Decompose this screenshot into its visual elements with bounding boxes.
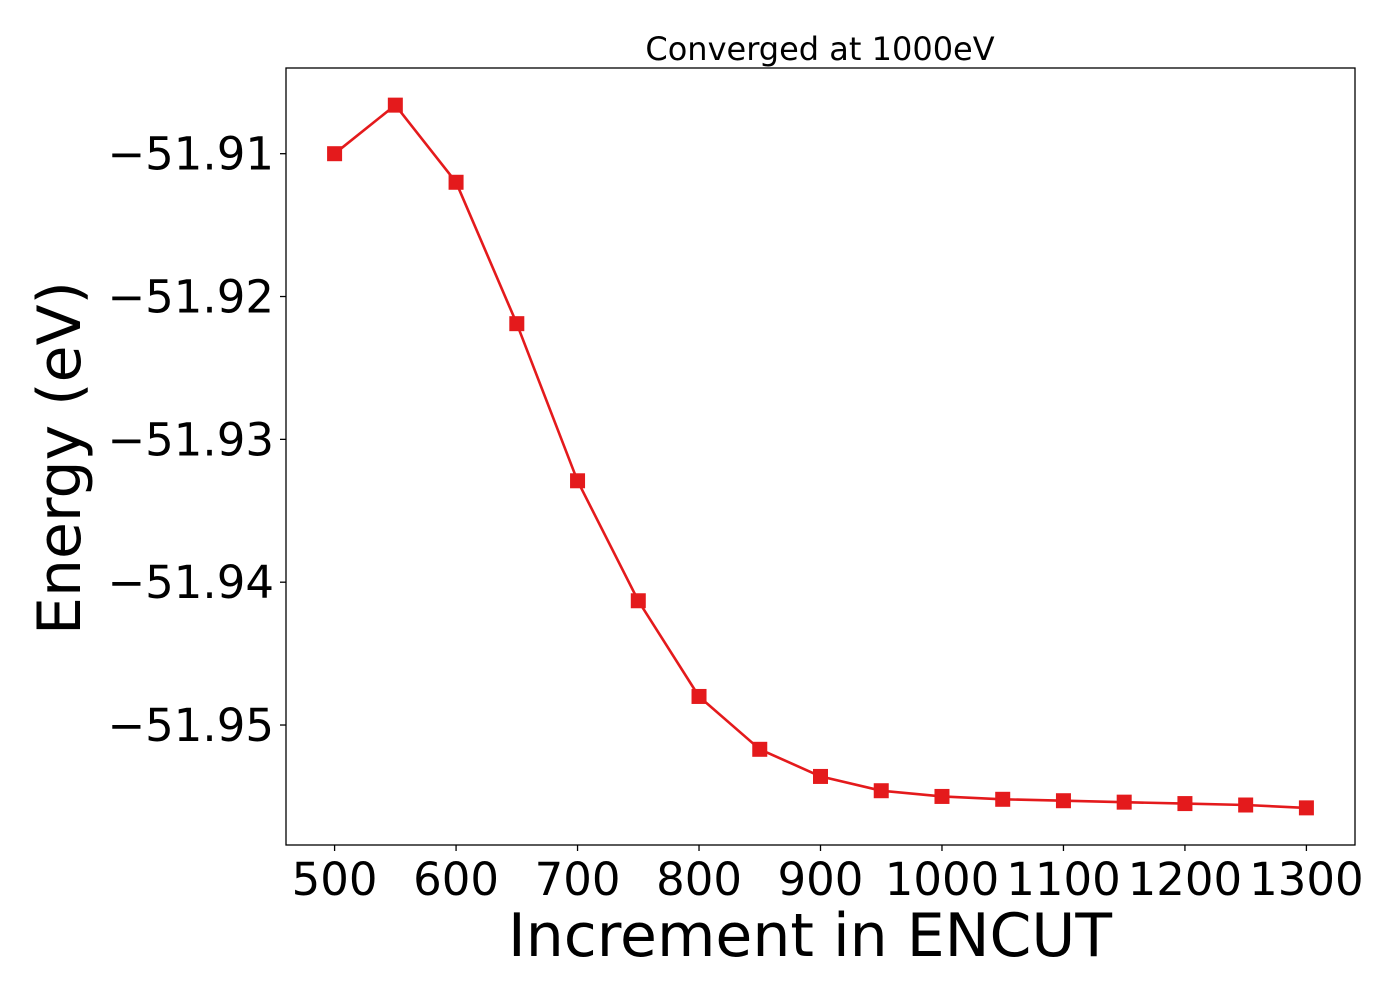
data-point-marker: [327, 146, 343, 162]
x-tick-label: 500: [292, 853, 378, 906]
y-axis-ticks: −51.91 −51.92 −51.93 −51.94 −51.95: [107, 128, 286, 752]
data-point-marker: [570, 473, 586, 489]
x-tick-label: 1200: [1128, 853, 1243, 906]
x-tick-label: 900: [778, 853, 864, 906]
x-tick-label: 600: [413, 853, 499, 906]
x-tick-label: 1000: [885, 853, 1000, 906]
x-tick-label: 700: [535, 853, 621, 906]
y-tick-label: −51.95: [107, 699, 274, 752]
data-point-marker: [509, 316, 525, 332]
chart-title: Converged at 1000eV: [645, 30, 994, 68]
data-point-marker: [691, 688, 707, 704]
y-tick-label: −51.91: [107, 128, 274, 181]
x-axis-ticks: 500 600 700 800 900 1000 1100 1200 1300: [292, 845, 1364, 906]
y-axis-label: Energy (eV): [25, 281, 95, 635]
data-point-marker: [995, 791, 1011, 807]
y-tick-label: −51.93: [107, 413, 274, 466]
y-tick-label: −51.94: [107, 556, 274, 609]
x-axis-label: Increment in ENCUT: [508, 901, 1112, 971]
plot-area: [327, 97, 1314, 816]
data-point-marker: [1055, 793, 1071, 809]
data-point-marker: [1177, 796, 1193, 812]
x-tick-label: 1100: [1006, 853, 1121, 906]
data-point-marker: [1298, 800, 1314, 816]
data-point-marker: [630, 593, 646, 609]
data-point-marker: [1238, 797, 1254, 813]
x-tick-label: 1300: [1249, 853, 1364, 906]
data-point-marker: [752, 741, 768, 757]
data-point-marker: [813, 768, 828, 784]
y-tick-label: −51.92: [107, 271, 274, 324]
data-point-marker: [387, 97, 403, 113]
x-tick-label: 800: [656, 853, 742, 906]
data-point-marker: [873, 783, 889, 799]
data-point-marker: [934, 788, 950, 804]
data-point-marker: [1116, 794, 1132, 810]
data-point-marker: [448, 174, 464, 190]
